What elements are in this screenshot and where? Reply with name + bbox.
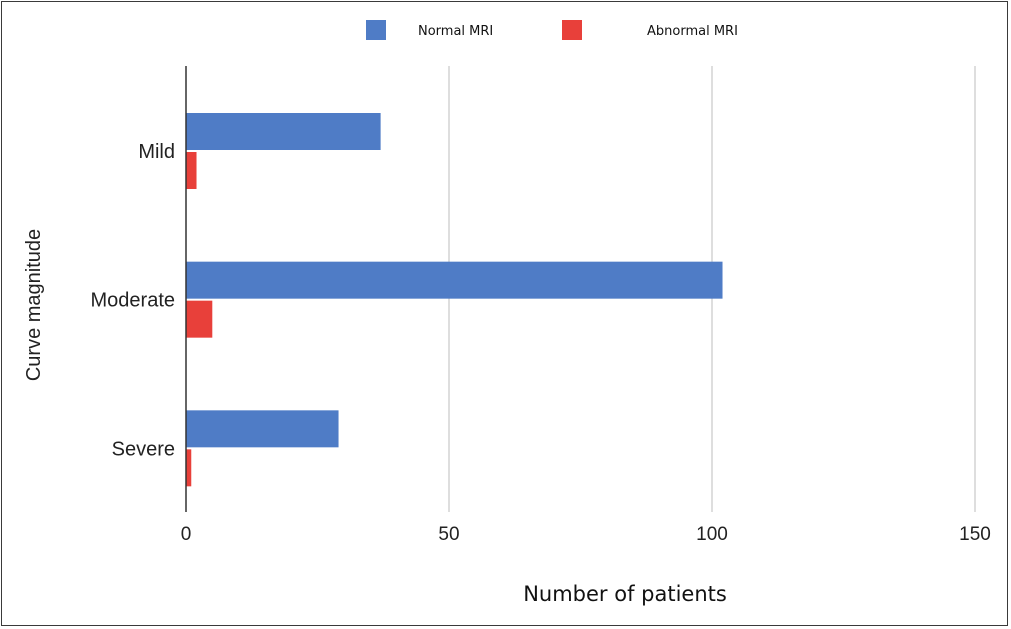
legend-swatch-abnormal-mri [562, 20, 582, 40]
legend-label-normal-mri: Normal MRI [418, 24, 493, 39]
category-label-mild: Mild [138, 141, 175, 163]
x-tick-label: 50 [438, 524, 459, 545]
category-label-severe: Severe [112, 438, 175, 460]
bars [186, 113, 723, 487]
x-tick-label: 150 [959, 524, 991, 545]
category-labels: Mild Moderate Severe [91, 141, 176, 460]
x-tick-label: 100 [696, 524, 728, 545]
x-tick-label: 0 [181, 524, 192, 545]
bar-mild-normal-mri [186, 113, 381, 150]
bar-moderate-normal-mri [186, 261, 723, 299]
legend-swatch-normal-mri [366, 20, 386, 40]
bar-moderate-abnormal-mri [186, 300, 213, 338]
category-label-moderate: Moderate [91, 290, 176, 312]
bar-severe-normal-mri [186, 410, 339, 448]
legend-label-abnormal-mri: Abnormal MRI [647, 24, 738, 39]
y-axis-title: Curve magnitude [23, 229, 45, 381]
bar-mild-abnormal-mri [186, 152, 197, 189]
x-tick-labels: 0 50 100 150 [181, 524, 991, 545]
bar-severe-abnormal-mri [186, 449, 192, 487]
legend: Normal MRI Abnormal MRI [366, 20, 738, 40]
x-axis-title: Number of patients [523, 582, 727, 606]
